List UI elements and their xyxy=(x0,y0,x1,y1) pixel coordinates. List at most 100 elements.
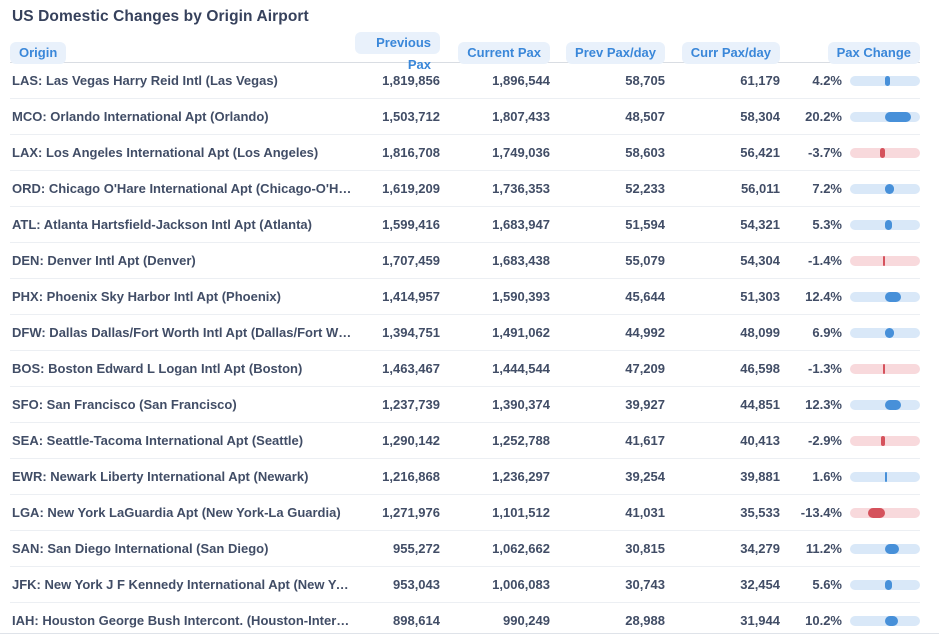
pax-change-bar xyxy=(850,327,920,338)
pax-change-cell: 10.2% xyxy=(780,613,920,628)
column-header-previous-pax-pill[interactable]: Previous Pax xyxy=(355,32,440,72)
table-row[interactable]: IAH: Houston George Bush Intercont. (Hou… xyxy=(10,603,920,633)
current-pax-cell: 1,683,438 xyxy=(492,253,550,268)
table-row[interactable]: SAN: San Diego International (San Diego)… xyxy=(10,531,920,567)
previous-pax-cell: 898,614 xyxy=(393,613,440,628)
pax-change-bar-fill xyxy=(881,435,885,446)
pax-change-bar xyxy=(850,111,920,122)
pax-change-bar-fill xyxy=(867,507,885,518)
previous-pax-cell: 1,503,712 xyxy=(382,109,440,124)
current-pax-cell: 1,683,947 xyxy=(492,217,550,232)
current-pax-cell: 1,749,036 xyxy=(492,145,550,160)
current-pax-cell: 1,006,083 xyxy=(492,577,550,592)
curr-pax-day-cell: 46,598 xyxy=(740,361,780,376)
pax-change-value: -13.4% xyxy=(800,505,842,520)
column-header-current-pax-pill[interactable]: Current Pax xyxy=(458,42,550,64)
curr-pax-day-cell: 56,011 xyxy=(740,181,780,196)
current-pax-cell: 1,807,433 xyxy=(492,109,550,124)
curr-pax-day-cell: 48,099 xyxy=(740,325,780,340)
origin-cell: LAS: Las Vegas Harry Reid Intl (Las Vega… xyxy=(12,73,278,88)
column-header-previous-pax: Previous Pax xyxy=(355,32,440,74)
current-pax-cell: 1,101,512 xyxy=(492,505,550,520)
curr-pax-day-cell: 51,303 xyxy=(740,289,780,304)
pax-change-cell: -2.9% xyxy=(780,433,920,448)
origin-cell: EWR: Newark Liberty International Apt (N… xyxy=(12,469,309,484)
table-header-row: Origin Previous Pax Current Pax Prev Pax… xyxy=(10,32,920,72)
column-header-curr-pax-day-pill[interactable]: Curr Pax/day xyxy=(681,42,780,64)
prev-pax-day-cell: 30,815 xyxy=(625,541,665,556)
column-header-pax-change-pill[interactable]: Pax Change xyxy=(827,42,920,64)
curr-pax-day-cell: 35,533 xyxy=(740,505,780,520)
table-row[interactable]: LAX: Los Angeles International Apt (Los … xyxy=(10,135,920,171)
table-row[interactable]: PHX: Phoenix Sky Harbor Intl Apt (Phoeni… xyxy=(10,279,920,315)
previous-pax-cell: 1,619,209 xyxy=(382,181,440,196)
widget-title: US Domestic Changes by Origin Airport xyxy=(12,8,309,25)
pax-change-bar xyxy=(850,579,920,590)
curr-pax-day-cell: 34,279 xyxy=(740,541,780,556)
current-pax-cell: 1,590,393 xyxy=(492,289,550,304)
column-header-origin: Origin xyxy=(10,42,355,64)
origin-cell: ORD: Chicago O'Hare International Apt (C… xyxy=(12,181,355,196)
origin-cell: DFW: Dallas Dallas/Fort Worth Intl Apt (… xyxy=(12,325,352,340)
pax-change-cell: 12.3% xyxy=(780,397,920,412)
pax-change-bar-fill xyxy=(880,147,885,158)
table-row[interactable]: MCO: Orlando International Apt (Orlando)… xyxy=(10,99,920,135)
pax-change-value: -1.3% xyxy=(808,361,842,376)
pax-change-bar xyxy=(850,399,920,410)
table-row[interactable]: SEA: Seattle-Tacoma International Apt (S… xyxy=(10,423,920,459)
pax-change-cell: 6.9% xyxy=(780,325,920,340)
pax-change-bar-fill xyxy=(885,183,895,194)
origin-cell: LAX: Los Angeles International Apt (Los … xyxy=(12,145,319,160)
pax-change-value: 12.3% xyxy=(805,397,842,412)
current-pax-cell: 1,390,374 xyxy=(492,397,550,412)
table-row[interactable]: JFK: New York J F Kennedy International … xyxy=(10,567,920,603)
previous-pax-cell: 1,394,751 xyxy=(382,325,440,340)
table-row[interactable]: ATL: Atlanta Hartsfield-Jackson Intl Apt… xyxy=(10,207,920,243)
pax-change-cell: 5.3% xyxy=(780,217,920,232)
prev-pax-day-cell: 44,992 xyxy=(625,325,665,340)
curr-pax-day-cell: 39,881 xyxy=(740,469,780,484)
pax-change-value: -1.4% xyxy=(808,253,842,268)
table-row[interactable]: BOS: Boston Edward L Logan Intl Apt (Bos… xyxy=(10,351,920,387)
table-row[interactable]: ORD: Chicago O'Hare International Apt (C… xyxy=(10,171,920,207)
pax-change-value: 1.6% xyxy=(812,469,842,484)
column-header-prev-pax-day-pill[interactable]: Prev Pax/day xyxy=(566,42,665,64)
pax-change-value: 7.2% xyxy=(812,181,842,196)
curr-pax-day-cell: 54,321 xyxy=(740,217,780,232)
pax-change-bar-fill xyxy=(885,399,901,410)
pax-change-value: 4.2% xyxy=(812,73,842,88)
table-row[interactable]: SFO: San Francisco (San Francisco) 1,237… xyxy=(10,387,920,423)
curr-pax-day-cell: 44,851 xyxy=(740,397,780,412)
column-header-origin-pill[interactable]: Origin xyxy=(10,42,67,64)
pax-change-bar-fill xyxy=(885,327,894,338)
previous-pax-cell: 1,237,739 xyxy=(382,397,440,412)
pax-change-bar-fill xyxy=(885,291,901,302)
pax-change-value: 11.2% xyxy=(805,541,842,556)
pax-change-value: 10.2% xyxy=(805,613,842,628)
prev-pax-day-cell: 55,079 xyxy=(625,253,665,268)
column-header-curr-pax-day: Curr Pax/day xyxy=(665,42,780,64)
table-row[interactable]: LGA: New York LaGuardia Apt (New York-La… xyxy=(10,495,920,531)
table-row[interactable]: DFW: Dallas Dallas/Fort Worth Intl Apt (… xyxy=(10,315,920,351)
table-row[interactable]: LAS: Las Vegas Harry Reid Intl (Las Vega… xyxy=(10,63,920,99)
previous-pax-cell: 955,272 xyxy=(393,541,440,556)
pax-change-value: 5.3% xyxy=(812,217,842,232)
prev-pax-day-cell: 28,988 xyxy=(625,613,665,628)
pax-change-value: 20.2% xyxy=(805,109,842,124)
pax-change-cell: -1.4% xyxy=(780,253,920,268)
table-row[interactable]: DEN: Denver Intl Apt (Denver) 1,707,459 … xyxy=(10,243,920,279)
prev-pax-day-cell: 41,031 xyxy=(625,505,665,520)
pax-change-cell: 11.2% xyxy=(780,541,920,556)
prev-pax-day-cell: 41,617 xyxy=(625,433,665,448)
pax-change-bar xyxy=(850,183,920,194)
pax-change-value: -3.7% xyxy=(808,145,842,160)
column-header-pax-change: Pax Change xyxy=(780,42,920,64)
pax-change-bar-fill xyxy=(883,255,885,266)
current-pax-cell: 1,491,062 xyxy=(492,325,550,340)
previous-pax-cell: 1,707,459 xyxy=(382,253,440,268)
table-row[interactable]: EWR: Newark Liberty International Apt (N… xyxy=(10,459,920,495)
pax-change-bar xyxy=(850,255,920,266)
origin-cell: IAH: Houston George Bush Intercont. (Hou… xyxy=(12,613,355,628)
previous-pax-cell: 1,599,416 xyxy=(382,217,440,232)
pax-change-value: -2.9% xyxy=(808,433,842,448)
